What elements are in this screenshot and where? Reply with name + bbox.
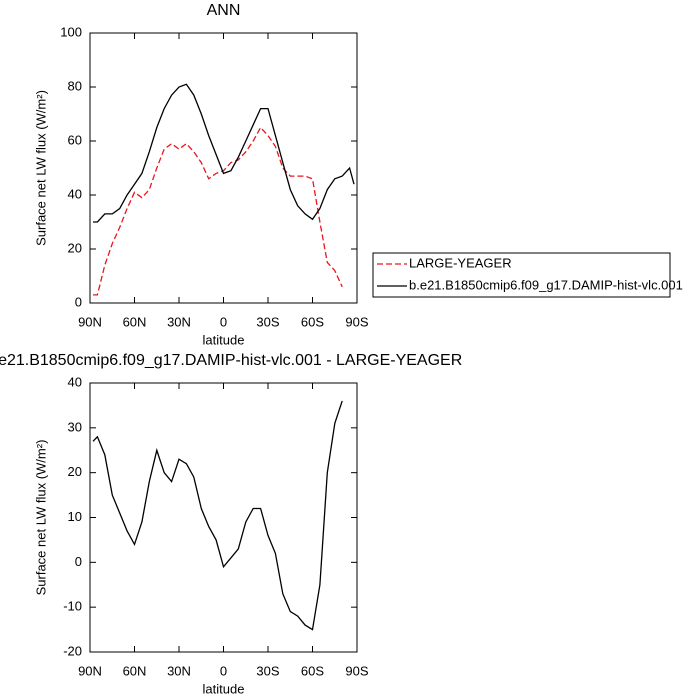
x-tick-label: 30S [256, 314, 279, 329]
y-axis-label: Surface net LW flux (W/m²) [33, 440, 48, 596]
legend-label: LARGE-YEAGER [409, 255, 512, 270]
series-line [92, 400, 343, 631]
y-tick-label: 0 [75, 294, 82, 309]
x-tick-label: 60S [301, 314, 324, 329]
plot-frame [89, 32, 358, 304]
y-tick-label: 30 [68, 419, 82, 434]
y-tick-label: -10 [63, 599, 82, 614]
y-tick-label: 10 [68, 509, 82, 524]
y-tick-label: 60 [68, 132, 82, 147]
chart-title: b.e21.B1850cmip6.f09_g17.DAMIP-hist-vlc.… [0, 352, 462, 369]
x-tick-label: 30S [256, 663, 279, 678]
y-tick-label: 0 [75, 554, 82, 569]
series-line [93, 83, 355, 223]
x-tick-label: 30N [167, 314, 191, 329]
plot-frame [89, 382, 358, 653]
y-tick-label: 40 [68, 374, 82, 389]
x-tick-label: 90N [78, 314, 102, 329]
x-axis-label: latitude [203, 681, 245, 696]
chart-title: ANN [207, 2, 241, 19]
y-tick-label: 20 [68, 464, 82, 479]
x-tick-label: 60N [123, 314, 147, 329]
x-tick-label: 30N [167, 663, 191, 678]
legend-label: b.e21.B1850cmip6.f09_g17.DAMIP-hist-vlc.… [409, 277, 683, 292]
x-tick-label: 60S [301, 663, 324, 678]
y-tick-label: 80 [68, 78, 82, 93]
y-axis-label: Surface net LW flux (W/m²) [33, 90, 48, 246]
x-tick-label: 0 [220, 663, 227, 678]
y-tick-label: 20 [68, 240, 82, 255]
x-tick-label: 60N [123, 663, 147, 678]
y-tick-label: 100 [60, 24, 82, 39]
x-tick-label: 90N [78, 663, 102, 678]
y-tick-label: 40 [68, 186, 82, 201]
x-axis-label: latitude [203, 332, 245, 347]
x-tick-label: 90S [345, 314, 368, 329]
x-tick-label: 90S [345, 663, 368, 678]
y-tick-label: -20 [63, 643, 82, 658]
legend-box [372, 252, 671, 298]
series-line [93, 126, 343, 296]
x-tick-label: 0 [220, 314, 227, 329]
